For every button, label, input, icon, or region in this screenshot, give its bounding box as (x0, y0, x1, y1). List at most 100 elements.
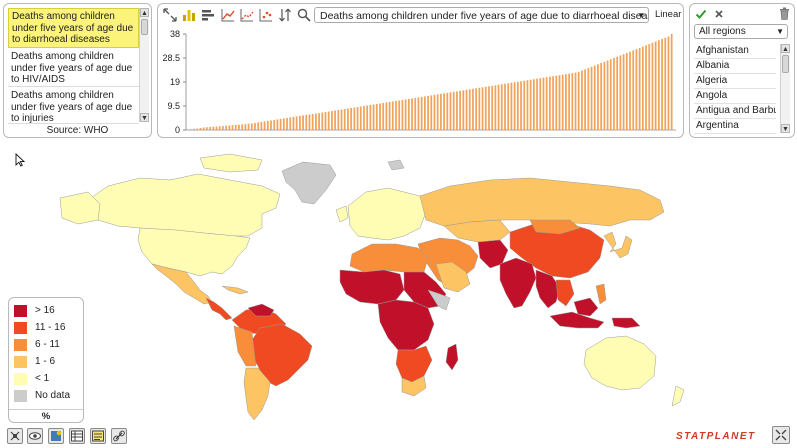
chart-bar[interactable] (417, 97, 420, 130)
region-select[interactable]: All regions ▼ (694, 24, 788, 39)
chart-bar[interactable] (356, 107, 359, 130)
chart-bar[interactable] (212, 126, 215, 130)
map-region-australia[interactable] (583, 335, 657, 391)
chart-bar[interactable] (379, 103, 381, 130)
chart-bar[interactable] (292, 116, 295, 130)
map-region-png[interactable] (611, 317, 641, 329)
map-region-uk[interactable] (335, 205, 349, 223)
map-region-greenland[interactable] (281, 161, 337, 205)
chart-bar[interactable] (539, 78, 542, 130)
chart-bar[interactable] (337, 110, 340, 130)
scatter-icon[interactable] (258, 7, 274, 23)
chart-bar[interactable] (209, 126, 211, 130)
chart-bar[interactable] (600, 63, 603, 130)
region-scrollbar[interactable]: ▲ ▼ (780, 44, 790, 133)
chart-bar[interactable] (385, 102, 388, 130)
table-icon[interactable] (69, 428, 85, 444)
chart-bar[interactable] (507, 83, 510, 130)
chart-bar[interactable] (411, 98, 413, 130)
chart-bar[interactable] (587, 68, 590, 130)
chart-bar[interactable] (222, 125, 224, 130)
indicator-item-injuries[interactable]: Deaths among children under five years o… (8, 88, 139, 124)
dotted-line-icon[interactable] (239, 7, 255, 23)
chart-bar[interactable] (443, 93, 445, 130)
chart-bar[interactable] (404, 99, 407, 130)
region-item[interactable]: Algeria (694, 74, 776, 89)
chart-bar[interactable] (228, 125, 231, 130)
map-region-russia[interactable] (419, 177, 665, 227)
chart-bar[interactable] (382, 102, 385, 130)
chart-bar[interactable] (478, 87, 481, 130)
chart-bar[interactable] (311, 114, 314, 130)
chart-bar[interactable] (584, 69, 587, 130)
chart-bar[interactable] (366, 105, 369, 130)
chart-bar[interactable] (657, 40, 660, 130)
chart-bar[interactable] (641, 46, 644, 130)
scroll-thumb[interactable] (782, 55, 789, 73)
map-region-korea-japan[interactable] (603, 231, 633, 259)
chart-bar[interactable] (420, 96, 423, 130)
chart-bar[interactable] (625, 52, 628, 131)
chart-bar[interactable] (520, 81, 522, 130)
zoom-icon[interactable] (7, 428, 23, 444)
chart-bar[interactable] (581, 70, 583, 130)
chart-bar[interactable] (270, 120, 272, 130)
chart-bar[interactable] (193, 128, 195, 130)
map-region-usa[interactable] (137, 227, 251, 277)
chart-bar[interactable] (247, 123, 250, 130)
chart-bar[interactable] (558, 75, 561, 130)
chart-bar[interactable] (510, 82, 513, 130)
chart-bar[interactable] (468, 89, 471, 130)
map-region-caribbean[interactable] (221, 285, 249, 295)
chart-bar[interactable] (648, 44, 651, 130)
chart-bar[interactable] (286, 117, 288, 130)
chart-bar[interactable] (645, 45, 647, 130)
chart-bar[interactable] (324, 112, 327, 130)
region-item[interactable]: Argentina (694, 119, 776, 134)
map-region-arabia[interactable] (435, 261, 471, 293)
chart-bar[interactable] (206, 127, 208, 130)
chart-bar[interactable] (577, 71, 580, 130)
chart-bar[interactable] (440, 93, 442, 130)
chart-bar[interactable] (667, 36, 670, 130)
chart-bar[interactable] (516, 81, 519, 130)
chart-bar[interactable] (651, 42, 654, 131)
chart-bar[interactable] (363, 106, 365, 130)
chart-bar[interactable] (279, 118, 282, 130)
bar-chart-icon[interactable] (181, 7, 197, 23)
chart-bar[interactable] (343, 109, 346, 130)
chart-bar[interactable] (481, 87, 484, 130)
link-icon[interactable] (111, 428, 127, 444)
map-region-central-asia[interactable] (443, 219, 511, 243)
region-item[interactable]: Albania (694, 59, 776, 74)
chart-bar[interactable] (218, 126, 221, 130)
chart-bar[interactable] (597, 64, 599, 130)
trash-icon[interactable] (779, 7, 790, 20)
map-region-north-africa[interactable] (349, 243, 429, 273)
chart-bar[interactable] (295, 116, 298, 130)
chart-bar[interactable] (523, 80, 526, 130)
map-region-india[interactable] (499, 257, 537, 309)
map-region-mexico[interactable] (151, 263, 213, 305)
search-icon[interactable] (296, 7, 312, 23)
chart-bar[interactable] (388, 101, 391, 130)
chart-bar[interactable] (273, 119, 276, 130)
fullscreen-icon[interactable] (772, 426, 790, 444)
chart-bar[interactable] (407, 98, 410, 130)
map-region-indonesia[interactable] (549, 311, 605, 329)
chart-bar[interactable] (199, 127, 202, 130)
chart-bar[interactable] (372, 104, 375, 130)
chart-bar[interactable] (472, 88, 474, 130)
chart-bar[interactable] (260, 121, 263, 130)
chart-bar[interactable] (263, 121, 266, 130)
chart-bar[interactable] (606, 60, 609, 130)
chart-bar[interactable] (449, 92, 452, 130)
chart-bar[interactable] (327, 111, 330, 130)
chart-bar[interactable] (340, 109, 343, 130)
chart-bar[interactable] (331, 111, 333, 130)
chart-bar[interactable] (430, 95, 433, 130)
chart-bar[interactable] (257, 122, 260, 130)
chart-bar[interactable] (638, 47, 641, 130)
map-region-alaska[interactable] (59, 191, 101, 225)
chart-bar[interactable] (298, 115, 301, 130)
